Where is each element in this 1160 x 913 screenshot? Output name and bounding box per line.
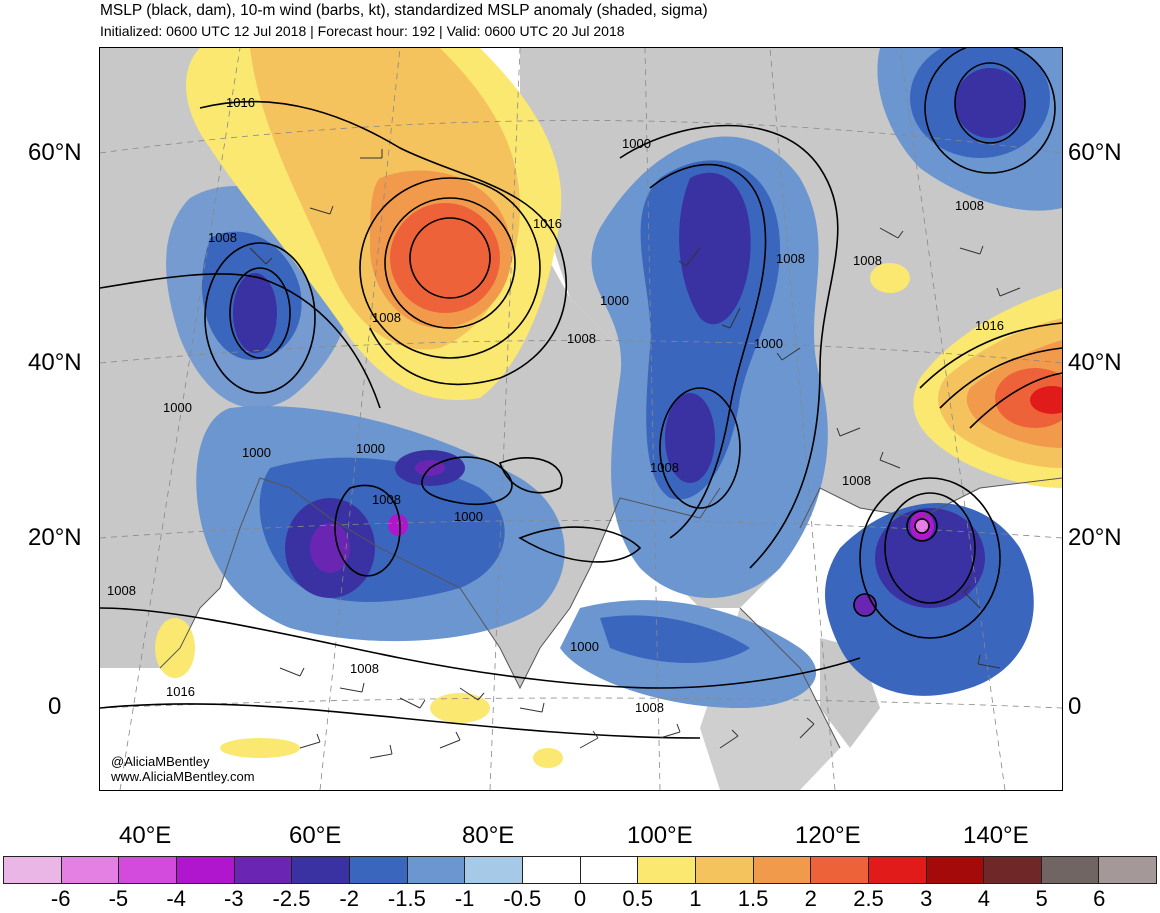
isobar-label: 1008	[650, 460, 679, 475]
colorbar-swatch	[1099, 856, 1158, 884]
colorbar-swatch	[407, 856, 466, 884]
lon-label-80e: 80°E	[462, 822, 515, 849]
colorbar-label: -0.5	[503, 886, 542, 911]
anomaly-colorbar	[3, 856, 1158, 884]
isobar-label: 1008	[955, 198, 984, 213]
colorbar-label: -6	[50, 886, 71, 911]
colorbar-label: 2.5	[853, 886, 884, 911]
isobar-label: 1008	[567, 331, 596, 346]
lon-label-60e: 60°E	[289, 822, 342, 849]
colorbar-label: 4	[977, 886, 991, 911]
isobar-label: 1016	[533, 216, 562, 231]
isobar-label: 1016	[226, 95, 255, 110]
isobar-label: 1000	[570, 639, 599, 654]
isobar-label: 1008	[635, 700, 664, 715]
isobar-label: 1000	[356, 441, 385, 456]
colorbar-swatch	[292, 856, 350, 884]
colorbar-swatch	[522, 856, 581, 884]
isobar-label: 1008	[776, 251, 805, 266]
colorbar-swatch	[753, 856, 812, 884]
colorbar-label: 1	[689, 886, 702, 911]
colorbar-label: -2.5	[272, 886, 311, 911]
colorbar-swatch	[465, 856, 523, 884]
isobar-label: 1008	[853, 253, 882, 268]
colorbar-swatch	[580, 856, 639, 884]
credit-website: www.AliciaMBentley.com	[111, 769, 255, 784]
coastline-layer	[159, 477, 1062, 749]
colorbar-swatch	[695, 856, 754, 884]
isobar-label: 1008	[107, 583, 136, 598]
map-subtitle: Initialized: 0600 UTC 12 Jul 2018 | Fore…	[100, 23, 625, 39]
map-canvas	[100, 48, 1062, 790]
lon-label-120e: 120°E	[795, 822, 861, 849]
colorbar-label: -4	[166, 886, 186, 911]
colorbar-label: 1.5	[737, 886, 769, 911]
lat-label-20n-left: 20°N	[28, 524, 82, 551]
colorbar-label: 5	[1035, 886, 1048, 911]
colorbar-swatch	[638, 856, 696, 884]
isobar-label: 1008	[372, 492, 401, 507]
colorbar-swatch	[234, 856, 293, 884]
lat-label-40n-right: 40°N	[1068, 349, 1122, 376]
lon-label-40e: 40°E	[119, 822, 172, 849]
lat-label-60n-left: 60°N	[28, 139, 82, 166]
lon-label-140e: 140°E	[963, 822, 1029, 849]
isobar-label: 1000	[454, 509, 483, 524]
colorbar-swatch	[61, 856, 120, 884]
wind-barb-layer	[249, 149, 1021, 759]
colorbar-label: -5	[108, 886, 129, 911]
colorbar-swatch	[1041, 856, 1100, 884]
colorbar-swatch	[926, 856, 985, 884]
isobar-label: 1008	[350, 661, 379, 676]
isobar-label: 1008	[372, 310, 401, 325]
colorbar-swatch	[868, 856, 927, 884]
isobar-layer	[100, 48, 1062, 739]
lat-label-0-right: 0	[1068, 693, 1082, 720]
colorbar-swatch	[811, 856, 869, 884]
colorbar-label: -1	[454, 886, 475, 911]
credit-handle: @AliciaMBentley	[111, 754, 210, 769]
colorbar-label: -1.5	[387, 886, 426, 911]
colorbar-label: 0.5	[622, 886, 653, 911]
isobar-label: 1016	[166, 684, 195, 699]
anomaly-shading-layer	[155, 48, 1062, 768]
isobar-label: 1000	[242, 445, 271, 460]
colorbar-swatch	[119, 856, 177, 884]
colorbar-swatch	[984, 856, 1042, 884]
isobar-label: 1000	[754, 336, 783, 351]
isobar-label: 1000	[622, 136, 651, 151]
map-panel: 1016 1008 1000 1008 1016 1000 1008 1008 1000 1008…	[99, 47, 1063, 791]
map-title: MSLP (black, dam), 10-m wind (barbs, kt)…	[100, 2, 708, 19]
colorbar-label: -2	[339, 886, 359, 911]
lat-label-40n-left: 40°N	[28, 349, 82, 376]
lat-label-0-left: 0	[48, 693, 62, 720]
colorbar-label: 6	[1093, 886, 1106, 911]
isobar-label: 1016	[975, 318, 1004, 333]
colorbar-swatch	[349, 856, 408, 884]
colorbar-swatch	[176, 856, 235, 884]
colorbar-swatch	[3, 856, 62, 884]
lat-label-20n-right: 20°N	[1068, 524, 1122, 551]
lat-label-60n-right: 60°N	[1068, 139, 1122, 166]
isobar-label: 1008	[842, 473, 871, 488]
colorbar-label: 2	[804, 886, 817, 911]
isobar-label: 1000	[163, 400, 192, 415]
colorbar-label: 3	[920, 886, 933, 911]
isobar-label: 1008	[208, 230, 237, 245]
graticule	[100, 48, 1062, 790]
colorbar-label: -3	[224, 886, 244, 911]
colorbar-label: 0	[573, 886, 587, 911]
isobar-label: 1000	[600, 293, 629, 308]
lon-label-100e: 100°E	[627, 822, 693, 849]
